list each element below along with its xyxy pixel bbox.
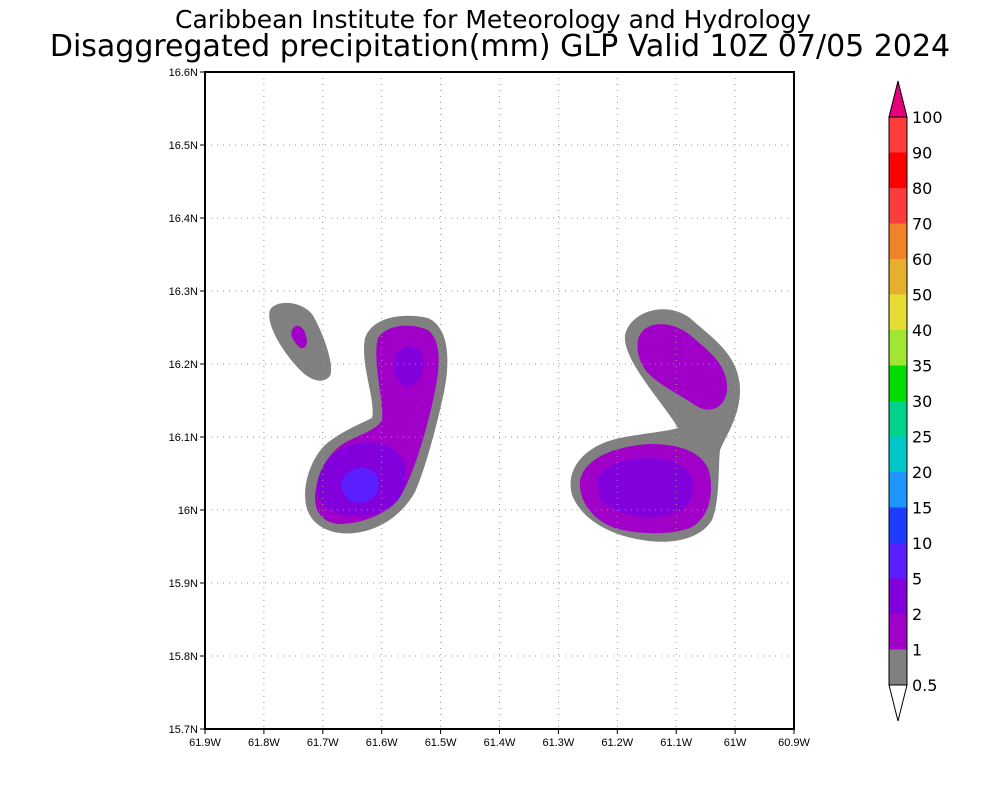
institute-title: Caribbean Institute for Meteorology and … [175,5,811,34]
y-tick-label: 16N [178,505,198,517]
colorbar-swatch [889,472,907,508]
colorbar-label: 35 [912,357,932,376]
colorbar-swatch [889,507,907,543]
longitude-axis: 61.9W 61.8W 61.7W 61.6W 61.5W 61.4W 61.3W 61.2W… [189,729,811,749]
colorbar-label: 90 [912,144,932,163]
colorbar-swatch [889,365,907,401]
precip-region-blue-violet [341,467,379,503]
colorbar-over-triangle [888,80,908,118]
colorbar-swatch [889,614,907,650]
x-tick-label: 61.7W [307,737,339,749]
colorbar-swatch [889,401,907,437]
x-tick-label: 61.6W [366,737,398,749]
colorbar-swatch [889,543,907,579]
y-tick-label: 16.1N [169,432,198,444]
x-tick-label: 61.5W [425,737,457,749]
y-tick-label: 16.6N [169,67,198,79]
y-tick-label: 16.4N [169,213,198,225]
precipitation-field [269,302,740,542]
y-tick-label: 15.8N [169,651,198,663]
colorbar-label: 0.5 [912,676,937,695]
colorbar-label: 25 [912,428,932,447]
colorbar-label: 1 [912,641,922,660]
colorbar-label: 60 [912,250,932,269]
x-tick-label: 61.4W [484,737,516,749]
colorbar-swatch [889,649,907,685]
precip-region-purple [637,324,728,410]
x-tick-label: 61.1W [660,737,692,749]
colorbar-label: 70 [912,215,932,234]
colorbar-label: 30 [912,392,932,411]
precip-region-violet [394,346,424,386]
colorbar-label: 40 [912,321,932,340]
colorbar-label: 20 [912,463,932,482]
y-tick-label: 16.2N [169,359,198,371]
precip-region-purple [291,325,307,349]
colorbar-label: 15 [912,499,932,518]
map-grid [205,72,794,729]
x-tick-label: 61W [724,737,747,749]
colorbar-label: 80 [912,179,932,198]
y-tick-label: 16.5N [169,140,198,152]
colorbar-swatch [889,330,907,366]
colorbar-label: 2 [912,605,922,624]
colorbar-swatch [889,223,907,259]
colorbar-label: 5 [912,570,922,589]
precip-region-violet [598,458,694,518]
colorbar-label: 10 [912,534,932,553]
colorbar-label: 50 [912,286,932,305]
x-tick-label: 61.9W [189,737,221,749]
colorbar-swatch [889,188,907,224]
colorbar-label: 100 [912,108,943,127]
colorbar-under-triangle [888,684,908,722]
y-tick-label: 16.3N [169,286,198,298]
latitude-axis: 16.6N 16.5N 16.4N 16.3N 16.2N 16.1N 16N 15.9N 15… [169,67,205,736]
colorbar-swatch [889,294,907,330]
colorbar-frame [888,116,908,686]
x-tick-label: 60.9W [778,737,810,749]
colorbar-swatch [889,436,907,472]
colorbar-swatch [889,117,907,153]
product-title: Disaggregated precipitation(mm) GLP Vali… [50,29,950,64]
y-tick-label: 15.9N [169,578,198,590]
x-tick-label: 61.3W [543,737,575,749]
colorbar-swatch [889,259,907,295]
x-tick-label: 61.2W [601,737,633,749]
y-tick-label: 15.7N [169,724,198,736]
x-tick-label: 61.8W [248,737,280,749]
colorbar-swatch [889,152,907,188]
colorbar-swatch [889,578,907,614]
